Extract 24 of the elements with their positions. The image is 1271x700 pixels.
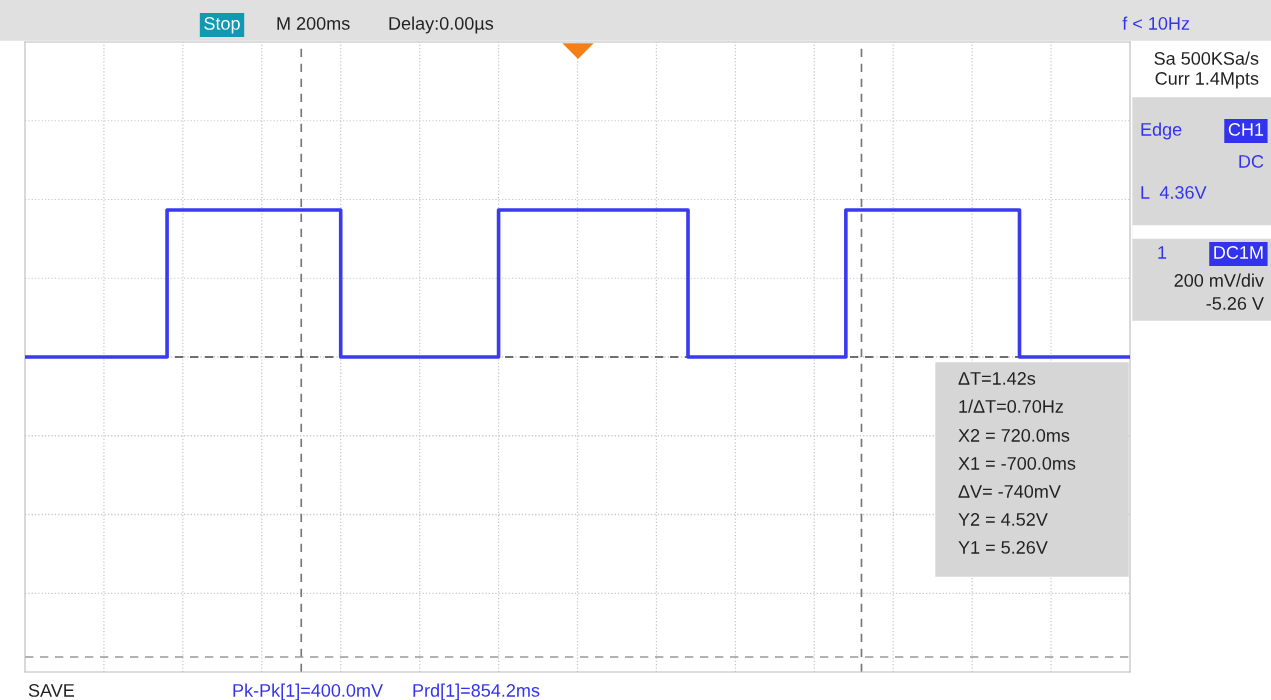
text: Edge <box>1141 122 1182 140</box>
text: Stop <box>204 17 240 34</box>
text: Prd[1]=854.2ms <box>413 683 540 700</box>
text: Y1 = 5.26V <box>958 541 1048 554</box>
text: ΔT=1.42s <box>958 372 1036 385</box>
text: 1/ΔT=0.70Hz <box>959 399 1063 413</box>
text: ΔV= -740mV <box>958 485 1061 498</box>
text: X1 = -700.0ms <box>958 457 1076 470</box>
text: Y2 = 4.52V <box>958 513 1048 526</box>
text: Sa 500KSa/s <box>1154 51 1259 65</box>
text: L 4.36V <box>1141 186 1207 199</box>
text: Curr 1.4Mpts <box>1155 72 1259 89</box>
text: -5.26 V <box>1206 297 1264 310</box>
text: Delay:0.00µs <box>389 16 494 34</box>
text: CH1 <box>1228 123 1264 136</box>
text: DC1M <box>1214 246 1263 259</box>
text: DC <box>1239 155 1264 168</box>
text: 1 <box>1158 246 1167 259</box>
text: f < 10Hz <box>1122 16 1190 30</box>
text: SAVE <box>28 684 75 697</box>
text: X2 = 720.0ms <box>958 429 1070 442</box>
text: Pk-Pk[1]=400.0mV <box>233 683 383 700</box>
text: M 200ms <box>277 17 350 30</box>
text: 200 mV/div <box>1174 273 1264 287</box>
